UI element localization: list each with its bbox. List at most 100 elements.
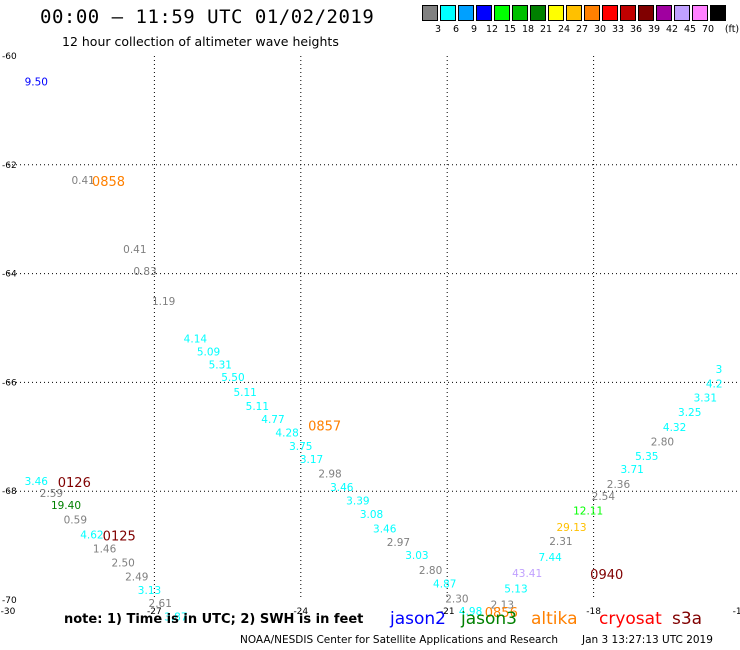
wave-height-label: 2.30 [445, 594, 468, 606]
wave-height-label: 2.80 [651, 437, 674, 449]
wave-height-label: 3.46 [330, 482, 354, 494]
lat-tick-label: -68 [2, 487, 17, 497]
wave-height-label: 3.75 [289, 441, 312, 453]
pass-time-label: 0125 [103, 530, 136, 545]
legend-swatch [566, 5, 582, 21]
wave-height-label: 3.46 [25, 476, 49, 488]
legend-swatch [458, 5, 474, 21]
satellite-jason3: jason3 [461, 609, 517, 629]
wave-height-label: 2.50 [111, 557, 134, 569]
lon-tick-label: -27 [147, 607, 162, 617]
satellite-s3a: s3a [672, 609, 703, 629]
legend-swatch [710, 5, 726, 21]
lat-tick-label: -62 [2, 161, 17, 171]
wave-height-label: 3.17 [300, 454, 323, 466]
wave-height-label: 2.97 [387, 537, 410, 549]
wave-height-label: 5.50 [221, 372, 244, 384]
wave-height-label: 4.77 [261, 414, 284, 426]
legend-label: 27 [575, 24, 589, 35]
wave-height-label: 4.2 [706, 378, 723, 390]
legend-label: 70 [701, 24, 715, 35]
legend-label: 24 [557, 24, 571, 35]
wave-height-label: 5.09 [197, 347, 220, 359]
legend-swatch [584, 5, 600, 21]
lon-tick-label: -18 [586, 607, 601, 617]
legend-swatch [602, 5, 618, 21]
satellite-cryosat: cryosat [599, 609, 662, 629]
wave-height-label: 2.54 [592, 491, 616, 503]
lat-tick-label: -60 [2, 52, 17, 62]
wave-height-label: 3.87 [164, 612, 187, 624]
lat-tick-label: -70 [2, 596, 17, 606]
legend-label: 42 [665, 24, 679, 35]
legend-label: 3 [434, 24, 442, 35]
wave-height-label: 5.11 [246, 401, 269, 413]
footer-note: note: 1) Time is in UTC; 2) SWH is in fe… [64, 612, 364, 627]
wave-height-label: 4.28 [275, 427, 298, 439]
wave-height-label: 43.41 [512, 568, 542, 580]
legend-label: 15 [503, 24, 517, 35]
wave-height-label: 5.35 [635, 451, 658, 463]
legend-label: 21 [539, 24, 553, 35]
map-grid [8, 56, 740, 600]
wave-height-label: 0.41 [123, 244, 146, 256]
legend-swatch [512, 5, 528, 21]
wave-height-label: 5.11 [233, 387, 256, 399]
wave-height-label: 5.31 [209, 359, 232, 371]
wave-height-label: 3.25 [678, 407, 701, 419]
legend-swatch [638, 5, 654, 21]
legend-swatch [674, 5, 690, 21]
wave-height-label: 3.13 [138, 585, 161, 597]
wave-height-label: 4.98 [459, 606, 482, 618]
wave-height-label: 7.44 [538, 552, 562, 564]
legend-label: 12 [485, 24, 499, 35]
wave-height-label: 1.46 [93, 544, 117, 556]
wave-height-label: 3.03 [405, 550, 428, 562]
wave-height-label: 2.59 [40, 488, 63, 500]
wave-height-label: 3.71 [620, 464, 643, 476]
legend-label: 30 [593, 24, 607, 35]
legend-swatch [692, 5, 708, 21]
wave-height-label: 0.59 [64, 514, 87, 526]
wave-height-label: 4.14 [184, 334, 208, 346]
legend-swatch [494, 5, 510, 21]
page-title: 00:00 – 11:59 UTC 01/02/2019 [40, 6, 375, 28]
wave-height-label: 4.62 [80, 530, 103, 542]
pass-times-layer: 0858 0857 0856 0126 0125 0940 [58, 175, 624, 621]
wave-height-label: 3.08 [360, 509, 383, 521]
satellite-altika: altika [531, 609, 578, 629]
legend-swatch [620, 5, 636, 21]
wave-height-label: 3.31 [694, 392, 717, 404]
legend-unit: (ft) [724, 24, 740, 35]
wave-height-label: 0.83 [133, 266, 156, 278]
wave-height-label: 4.32 [663, 422, 686, 434]
wave-height-label: 5.13 [504, 583, 527, 595]
wave-height-label: 3.46 [373, 524, 397, 536]
wave-height-label: 0.41 [71, 175, 94, 187]
wave-height-label: 29.13 [557, 522, 587, 534]
legend-swatch [530, 5, 546, 21]
wave-height-label: 2.80 [419, 565, 442, 577]
observations-layer: 9.50 0.41 0.41 0.83 1.19 4.145.095.315.50 5.11… [25, 76, 723, 623]
pass-time-label: 0856 [485, 606, 518, 621]
lon-tick-label: -30 [1, 607, 16, 617]
lon-tick-label: -15 [733, 607, 740, 617]
legend-label: 18 [521, 24, 535, 35]
legend-swatch [656, 5, 672, 21]
legend-swatch [422, 5, 438, 21]
wave-height-label: 2.61 [149, 598, 172, 610]
pass-time-label: 0126 [58, 476, 91, 491]
credit-text: NOAA/NESDIS Center for Satellite Applica… [240, 634, 558, 646]
wave-height-label: 2.13 [491, 600, 514, 612]
wave-height-label: 3 [716, 364, 723, 376]
lat-tick-label: -66 [2, 378, 17, 388]
legend-swatch [548, 5, 564, 21]
legend-label: 45 [683, 24, 697, 35]
lon-tick-label: -24 [293, 607, 308, 617]
pass-time-label: 0940 [590, 568, 623, 583]
wave-height-label: 3.39 [346, 495, 369, 507]
wave-height-label: 2.31 [549, 536, 572, 548]
wave-height-label: 9.50 [25, 76, 48, 88]
wave-height-label: 2.49 [125, 571, 148, 583]
